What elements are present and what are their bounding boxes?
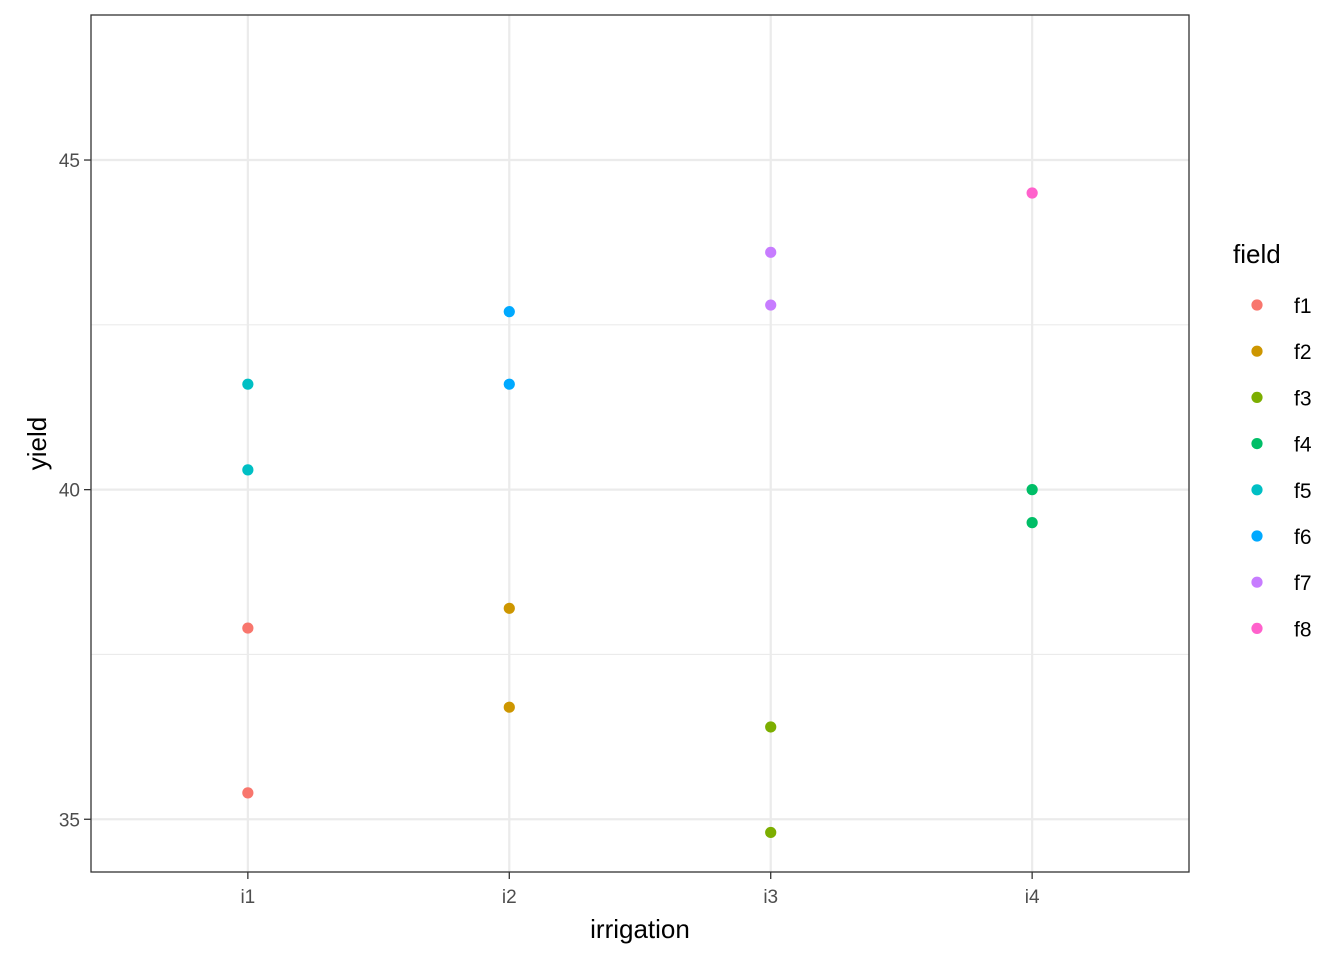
legend-key-f8 (1251, 622, 1263, 635)
y-tick-label: 35 (59, 810, 80, 831)
x-axis-title: irrigation (590, 914, 690, 944)
legend-title: field (1233, 239, 1281, 269)
data-point-f2 (503, 701, 515, 713)
legend-label-f8: f8 (1294, 618, 1312, 641)
y-tick-label: 45 (59, 151, 80, 172)
legend-items: f1 f2 f3 f4 f5 f6 f7 f8 (1251, 295, 1312, 641)
legend: field f1 f2 f3 f4 f5 f6 f7 f8 (1233, 239, 1312, 641)
data-point-f8 (1026, 187, 1038, 199)
legend-key-f2 (1251, 345, 1263, 357)
panel-border (90, 14, 1190, 873)
x-tick-label: i3 (763, 887, 778, 908)
data-point-f6 (503, 306, 515, 318)
legend-key-f4 (1251, 438, 1263, 450)
x-tick-label: i2 (502, 887, 517, 908)
legend-key-f7 (1251, 576, 1263, 588)
data-point-f1 (242, 787, 254, 799)
major-gridlines (91, 15, 1189, 872)
x-tick-label: i4 (1025, 887, 1040, 908)
legend-key-f3 (1251, 391, 1263, 403)
y-tick-label: 40 (59, 481, 80, 502)
legend-label-f3: f3 (1294, 387, 1312, 410)
data-point-f5 (242, 378, 254, 390)
plot-panel (90, 14, 1190, 873)
legend-label-f6: f6 (1294, 526, 1312, 549)
data-point-f3 (765, 721, 777, 733)
x-tick-label: i1 (240, 887, 255, 908)
data-point-f3 (765, 826, 777, 839)
data-point-f7 (765, 246, 777, 258)
legend-key-f5 (1251, 484, 1263, 496)
legend-key-f1 (1251, 299, 1263, 311)
legend-label-f2: f2 (1294, 341, 1312, 364)
legend-key-f6 (1251, 530, 1263, 542)
data-point-f5 (242, 464, 254, 476)
data-point-f7 (765, 299, 777, 311)
y-axis-title: yield (22, 417, 52, 470)
data-points (242, 187, 1038, 839)
legend-label-f1: f1 (1294, 295, 1312, 318)
data-point-f1 (242, 622, 254, 634)
minor-gridlines (91, 324, 1189, 656)
data-point-f4 (1026, 517, 1038, 529)
x-axis: i1 i2 i3 i4 (240, 872, 1040, 908)
legend-label-f5: f5 (1294, 480, 1312, 503)
data-point-f2 (503, 602, 515, 614)
data-point-f6 (503, 378, 515, 390)
data-point-f4 (1026, 484, 1038, 496)
legend-label-f7: f7 (1294, 572, 1312, 595)
legend-label-f4: f4 (1294, 434, 1312, 457)
y-axis: 35 40 45 (59, 151, 91, 831)
